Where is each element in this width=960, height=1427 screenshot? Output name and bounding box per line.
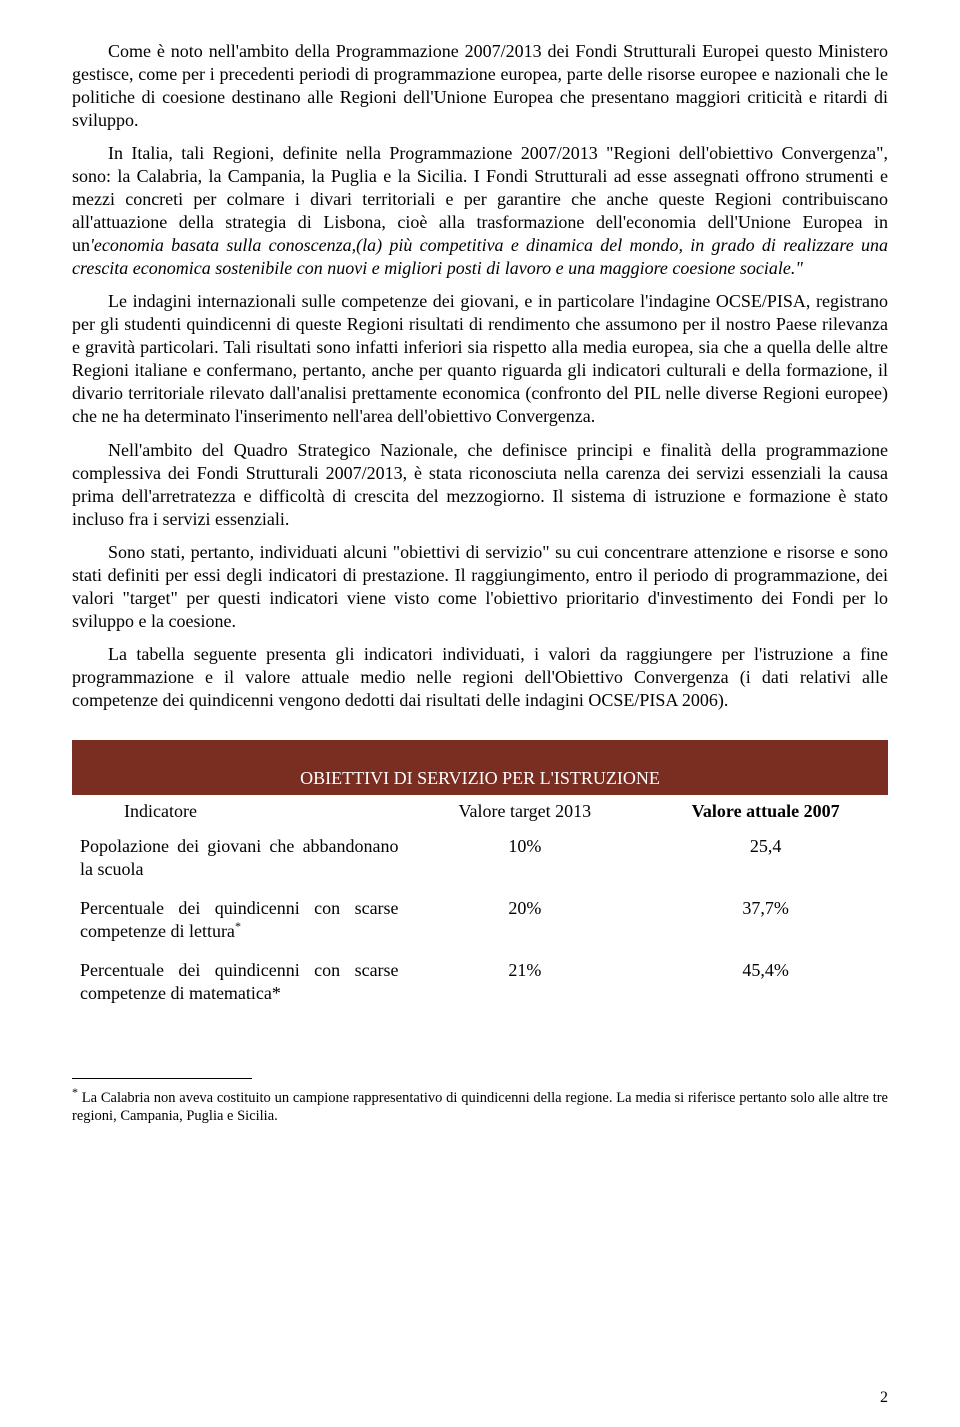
page: Come è noto nell'ambito della Programmaz… [0, 0, 960, 1427]
cell-actual-2: 45,4% [643, 956, 888, 1018]
paragraph-5: Sono stati, pertanto, individuati alcuni… [72, 541, 888, 633]
paragraph-2b-italic: 'economia basata sulla conoscenza,(la) p… [72, 235, 888, 278]
indicator-note-1: * [235, 919, 241, 933]
cell-indicator-0: Popolazione dei giovani che abbandonano … [72, 832, 407, 894]
paragraph-3: Le indagini internazionali sulle compete… [72, 290, 888, 428]
table-top-banner [72, 740, 888, 763]
cell-actual-0: 25,4 [643, 832, 888, 894]
footnote-rule [72, 1078, 252, 1079]
table-title-banner: OBIETTIVI DI SERVIZIO PER L'ISTRUZIONE [72, 763, 888, 795]
page-number: 2 [880, 1389, 888, 1407]
header-actual: Valore attuale 2007 [643, 795, 888, 832]
cell-indicator-2: Percentuale dei quindicenni con scarse c… [72, 956, 407, 1018]
objectives-data-table: Indicatore Valore target 2013 Valore att… [72, 795, 888, 1018]
table-header-row: Indicatore Valore target 2013 Valore att… [72, 795, 888, 832]
indicator-text-0: Popolazione dei giovani che abbandonano … [80, 836, 399, 879]
cell-indicator-1: Percentuale dei quindicenni con scarse c… [72, 894, 407, 956]
paragraph-6: La tabella seguente presenta gli indicat… [72, 643, 888, 712]
indicator-text-2: Percentuale dei quindicenni con scarse c… [80, 960, 399, 1003]
cell-actual-1: 37,7% [643, 894, 888, 956]
paragraph-1: Come è noto nell'ambito della Programmaz… [72, 40, 888, 132]
footnote: * La Calabria non aveva costituito un ca… [72, 1085, 888, 1125]
footnote-text: La Calabria non aveva costituito un camp… [72, 1090, 888, 1124]
header-target: Valore target 2013 [407, 795, 644, 832]
table-row: Percentuale dei quindicenni con scarse c… [72, 956, 888, 1018]
cell-target-2: 21% [407, 956, 644, 1018]
cell-target-1: 20% [407, 894, 644, 956]
table-row: Percentuale dei quindicenni con scarse c… [72, 894, 888, 956]
objectives-table: OBIETTIVI DI SERVIZIO PER L'ISTRUZIONE I… [72, 740, 888, 1018]
paragraph-4: Nell'ambito del Quadro Strategico Nazion… [72, 439, 888, 531]
table-row: Popolazione dei giovani che abbandonano … [72, 832, 888, 894]
header-indicatore: Indicatore [72, 795, 407, 832]
cell-target-0: 10% [407, 832, 644, 894]
paragraph-2: In Italia, tali Regioni, definite nella … [72, 142, 888, 280]
